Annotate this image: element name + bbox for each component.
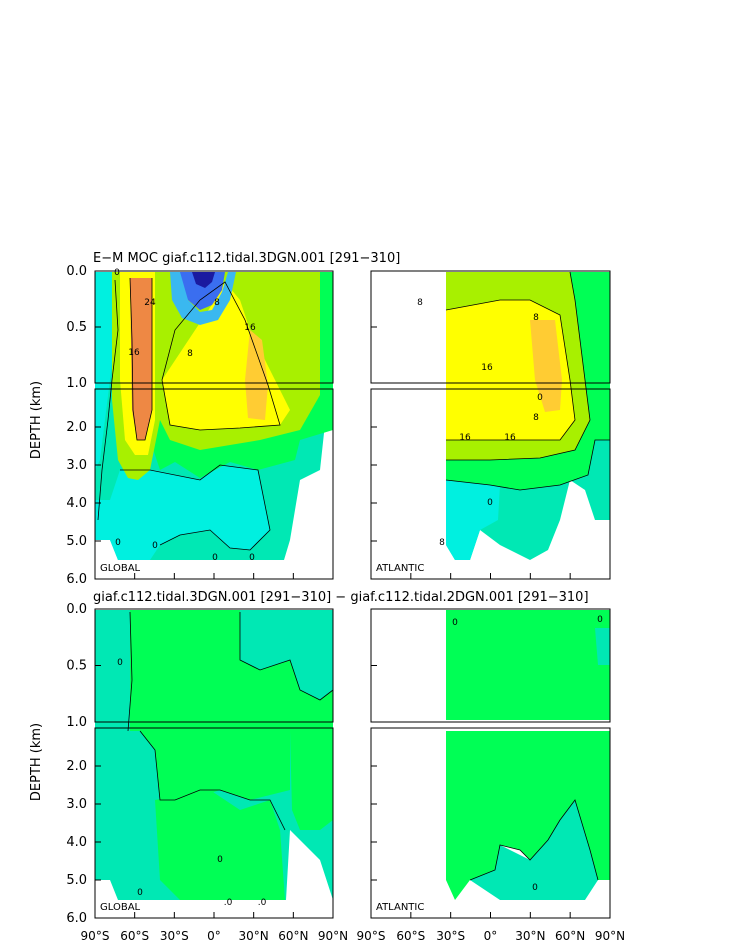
contour-label: .0 <box>258 898 267 908</box>
contour-label: 8 <box>533 413 539 423</box>
x-tick-label: 0° <box>207 929 221 943</box>
top-atlantic-contour <box>445 439 610 491</box>
top-global-fill-cyan <box>95 465 270 560</box>
y-tick-label: 0.0 <box>66 602 87 617</box>
contour-label: 0 <box>117 658 123 668</box>
bottom-atlantic-contour <box>469 799 599 881</box>
bottom-atlantic-fill-teal <box>595 628 610 665</box>
x-tick-label: 30°S <box>160 929 189 943</box>
bottom-global-fill-green-lower <box>140 731 290 800</box>
bottom-global-contour <box>139 730 286 831</box>
contour-label: 0 <box>532 883 538 893</box>
top-atlantic-panel-label: ATLANTIC <box>376 563 424 574</box>
contour-label: 16 <box>244 323 256 333</box>
top-global-contour <box>97 279 119 521</box>
x-tick-label: 60°N <box>278 929 308 943</box>
contour-label: 0 <box>487 498 493 508</box>
top-global-panel: GLOBAL <box>94 270 334 580</box>
x-tick-label: 90°N <box>595 929 625 943</box>
y-tick-label: 5.0 <box>66 873 87 888</box>
contour-label: 8 <box>417 298 423 308</box>
bottom-chart-title: giaf.c112.tidal.3DGN.001 [291−310] − gia… <box>93 590 589 605</box>
contour-label: .0 <box>224 898 233 908</box>
y-tick-label: 2.0 <box>66 420 87 435</box>
bottom-atlantic-fill-green <box>446 610 610 720</box>
contour-labels-layer: 0 8 16 24 16 8 0 8 16 8 0 16 8 16 8 0 0 0 0 0 0 0 .0 .0 0 0 0 <box>114 268 603 908</box>
y-tick-label: 2.0 <box>66 759 87 774</box>
top-atlantic-fill-cyan <box>446 480 500 560</box>
top-atlantic-contour <box>445 299 576 441</box>
contour-label: 0 <box>597 615 603 625</box>
bottom-atlantic-panel: ATLANTIC <box>370 608 611 919</box>
top-global-contour <box>129 277 153 441</box>
top-ylabel: DEPTH (km) <box>29 381 44 459</box>
y-tick-label: 0.0 <box>66 264 87 279</box>
y-tick-label: 1.0 <box>66 376 87 391</box>
contour-label: 0 <box>452 618 458 628</box>
x-tick-label: 30°N <box>515 929 545 943</box>
top-global-fill-amber <box>245 330 268 420</box>
contour-label: 16 <box>504 433 516 443</box>
y-tick-label: 6.0 <box>66 572 87 587</box>
x-tick-label: 30°N <box>239 929 269 943</box>
top-global-fill-deep-blue <box>192 272 215 288</box>
bottom-ylabel: DEPTH (km) <box>29 723 44 801</box>
contour-label: 0 <box>537 393 543 403</box>
contour-label: 16 <box>459 433 471 443</box>
y-tick-label: 3.0 <box>66 458 87 473</box>
contour-label: 16 <box>481 363 493 373</box>
top-atlantic-contour <box>446 271 591 461</box>
top-chart-title: E−M MOC giaf.c112.tidal.3DGN.001 [291−31… <box>93 251 400 266</box>
contour-label: 0 <box>114 268 120 278</box>
contour-label: 8 <box>187 349 193 359</box>
top-global-contour <box>120 464 271 551</box>
contour-label: 0 <box>212 553 218 563</box>
bottom-atlantic-fill-teal-lower <box>470 800 598 900</box>
contour-label: 8 <box>439 538 445 548</box>
contour-label: 24 <box>144 298 156 308</box>
bottom-global-contour <box>127 611 133 732</box>
y-tick-label: 0.5 <box>66 320 87 335</box>
y-tick-label: 4.0 <box>66 496 87 511</box>
top-global-panel-label: GLOBAL <box>100 563 141 574</box>
top-global-fill-cyan-left <box>95 272 116 470</box>
y-tick-label: 0.5 <box>66 659 87 674</box>
top-atlantic-panel: ATLANTIC <box>370 270 611 580</box>
bottom-global-contour <box>239 612 334 701</box>
x-tick-label: 90°S <box>81 929 110 943</box>
x-tick-label: 60°S <box>120 929 149 943</box>
x-tick-label: 60°N <box>555 929 585 943</box>
y-tick-label: 5.0 <box>66 534 87 549</box>
x-tick-label: 90°N <box>318 929 348 943</box>
y-tick-label: 4.0 <box>66 835 87 850</box>
y-tick-label: 1.0 <box>66 715 87 730</box>
x-tick-label: 0° <box>484 929 498 943</box>
contour-label: 0 <box>217 855 223 865</box>
contour-label: 0 <box>137 888 143 898</box>
bottom-global-panel: GLOBAL <box>94 608 334 919</box>
x-tick-label: 60°S <box>396 929 425 943</box>
contour-label: 0 <box>152 541 158 551</box>
axes-layer: 0.00.51.02.03.04.05.06.00.00.51.02.03.04… <box>66 264 625 943</box>
top-global-fill-light-blue <box>170 272 236 325</box>
contour-label: 0 <box>249 553 255 563</box>
bottom-global-panel-label: GLOBAL <box>100 902 141 913</box>
contour-label: 0 <box>115 538 121 548</box>
bottom-atlantic-panel-label: ATLANTIC <box>376 902 424 913</box>
x-tick-label: 30°S <box>436 929 465 943</box>
contour-label: 8 <box>533 313 539 323</box>
contour-label: 8 <box>214 298 220 308</box>
bottom-global-fill-green-right <box>290 731 333 830</box>
bottom-atlantic-fill-green-lower <box>446 731 610 900</box>
bottom-global-fill-green-mid <box>155 790 285 900</box>
top-global-contour <box>161 281 281 431</box>
top-global-fill-sub-orange <box>130 278 152 440</box>
top-global-fill-blue <box>178 272 225 310</box>
y-tick-label: 3.0 <box>66 797 87 812</box>
x-tick-label: 90°S <box>357 929 386 943</box>
contour-label: 16 <box>128 348 140 358</box>
y-tick-label: 6.0 <box>66 911 87 926</box>
